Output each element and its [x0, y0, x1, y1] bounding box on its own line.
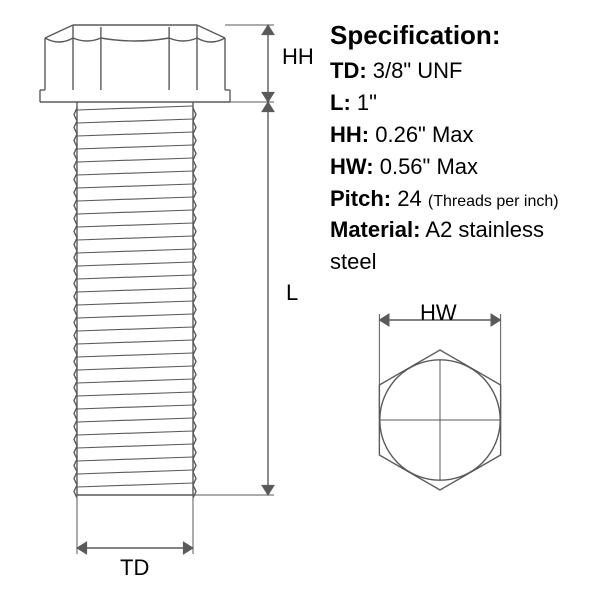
spec-title: Specification:: [330, 20, 590, 51]
spec-label: TD:: [330, 58, 367, 83]
spec-row-hh: HH: 0.26" Max: [330, 119, 590, 151]
spec-label: HH:: [330, 122, 369, 147]
spec-row-td: TD: 3/8" UNF: [330, 55, 590, 87]
spec-value: 0.56" Max: [380, 154, 478, 179]
spec-value: 24: [397, 186, 421, 211]
spec-row-material: Material: A2 stainless steel: [330, 214, 590, 278]
spec-label: Material:: [330, 217, 420, 242]
spec-label: HW:: [330, 154, 374, 179]
dim-label-l: L: [286, 280, 298, 306]
specification-block: Specification: TD: 3/8" UNF L: 1" HH: 0.…: [330, 20, 590, 278]
spec-value: 1": [357, 90, 377, 115]
spec-value: 0.26" Max: [375, 122, 473, 147]
spec-label: L:: [330, 90, 351, 115]
spec-row-hw: HW: 0.56" Max: [330, 151, 590, 183]
spec-row-pitch: Pitch: 24 (Threads per inch): [330, 183, 590, 215]
spec-note: (Threads per inch): [428, 193, 559, 210]
dim-label-hw: HW: [420, 300, 457, 326]
spec-label: Pitch:: [330, 186, 391, 211]
specification-diagram: HH L TD HW Specification: TD: 3/8" UNF L…: [0, 0, 600, 600]
spec-value: 3/8" UNF: [373, 58, 463, 83]
dim-label-hh: HH: [282, 44, 314, 70]
dim-label-td: TD: [120, 555, 149, 581]
spec-row-l: L: 1": [330, 87, 590, 119]
